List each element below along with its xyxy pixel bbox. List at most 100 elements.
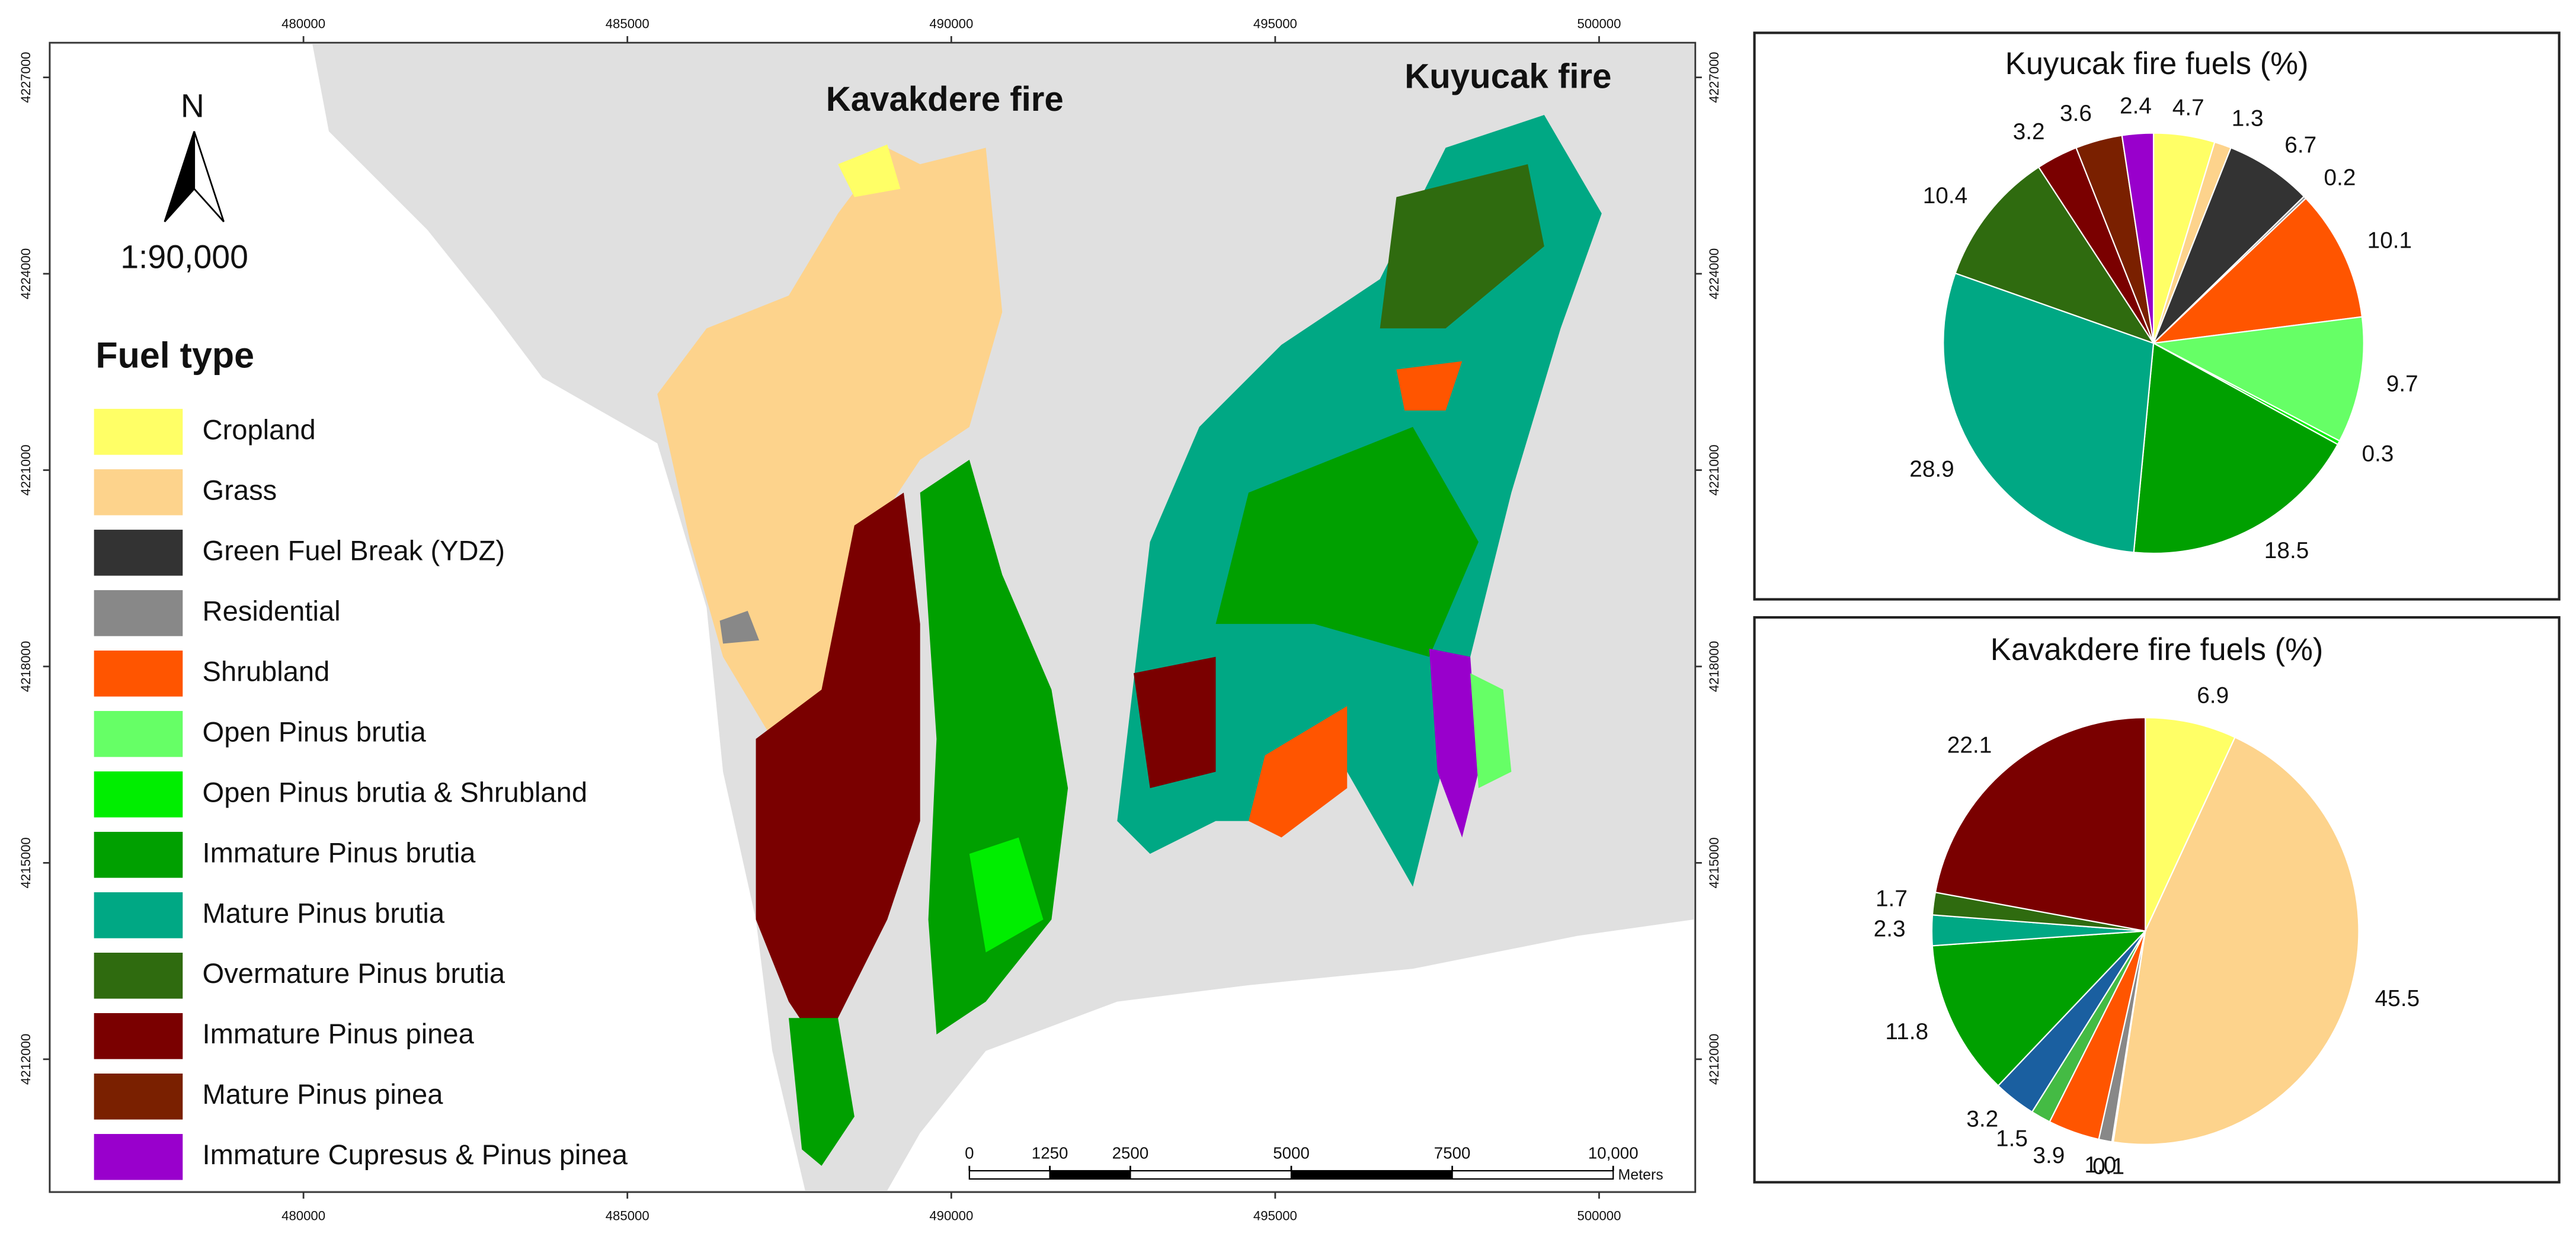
data-label: 1.3 (2232, 106, 2264, 132)
data-label: 6.7 (2284, 132, 2316, 158)
fire-label: Kavakdere fire (826, 80, 1064, 118)
data-label: 11.8 (1885, 1019, 1928, 1045)
pie-slice (2121, 132, 2155, 344)
north-arrow (193, 131, 225, 223)
legend-label: Cropland (203, 414, 316, 445)
legend-swatch (94, 953, 183, 999)
x-tick-label: 500000 (1577, 1209, 1621, 1223)
y-tick-label: 4224000 (18, 248, 33, 299)
y-tick-label: 4221000 (1707, 444, 1721, 495)
legend-label: Mature Pinus pinea (203, 1078, 444, 1110)
chart-title: Kavakdere fire fuels (%) (1991, 632, 2324, 667)
legend-label: Green Fuel Break (YDZ) (203, 534, 505, 566)
scale-segment (1049, 1170, 1131, 1180)
y-tick-label: 4215000 (18, 837, 33, 888)
legend-label: Overmature Pinus brutia (203, 957, 505, 989)
legend-swatch (94, 469, 183, 515)
y-tick-label: 4215000 (1707, 837, 1721, 888)
data-label: 22.1 (1947, 733, 1992, 758)
data-label: 18.5 (2264, 538, 2309, 563)
x-tick-label: 495000 (1253, 16, 1297, 31)
y-tick-label: 4221000 (18, 444, 33, 495)
legend-swatch (94, 590, 183, 636)
data-label: 1.5 (1996, 1126, 2028, 1151)
x-tick-label: 480000 (281, 16, 325, 31)
map-panel: N 1:90,000 Fuel type Kavakdere fire Kuyu… (49, 41, 1697, 1193)
legend-swatch (94, 1073, 183, 1120)
fuel-area (1380, 164, 1544, 329)
scale-unit: Meters (1618, 1167, 1663, 1183)
data-label: 1.0 (2084, 1152, 2116, 1178)
x-tick-label: 500000 (1577, 16, 1621, 31)
data-label: 0.2 (2324, 165, 2356, 191)
scale-label: 5000 (1273, 1144, 1310, 1162)
data-label: 9.7 (2386, 371, 2418, 397)
fuel-area (969, 837, 1044, 953)
fuel-area (1133, 656, 1216, 789)
data-label: 6.9 (2197, 683, 2229, 709)
fuel-area (1429, 648, 1479, 838)
sea (51, 44, 805, 1191)
scale-label: 10,000 (1588, 1144, 1639, 1162)
x-tick-label: 485000 (606, 16, 649, 31)
data-label: 4.7 (2172, 95, 2204, 121)
x-tick-label: 490000 (929, 16, 973, 31)
pie-slice (2151, 316, 2364, 442)
x-tick-label: 495000 (1253, 1209, 1297, 1223)
pie-slice (2133, 342, 2339, 555)
scale-label: 1250 (1032, 1144, 1068, 1162)
north-label: N (181, 88, 204, 124)
y-tick-label: 4227000 (1707, 52, 1721, 102)
data-label: 2.3 (1874, 916, 1906, 941)
legend-label: Open Pinus brutia (203, 716, 427, 747)
pie-slice (2153, 146, 2305, 344)
y-tick-label: 4224000 (1707, 248, 1721, 299)
chart-title: Kuyucak fire fuels (%) (2005, 46, 2309, 81)
data-label: 28.9 (1909, 456, 1954, 482)
pie-slice (2112, 736, 2360, 1145)
data-label: 0.3 (2362, 441, 2394, 466)
chart-frame (1753, 31, 2561, 601)
data-label: 3.6 (2060, 101, 2092, 126)
legend-label: Shrubland (203, 655, 330, 687)
data-label: 0.1 (2092, 1154, 2124, 1180)
data-label: 45.5 (2375, 986, 2420, 1011)
legend-label: Immature Pinus pinea (203, 1018, 475, 1049)
data-label: 2.4 (2120, 94, 2152, 119)
fuel-area (838, 144, 901, 197)
x-tick-label: 490000 (929, 1209, 973, 1223)
y-tick-label: 4212000 (18, 1034, 33, 1085)
scale-segment (1290, 1170, 1453, 1180)
fuel-area (788, 1018, 855, 1166)
legend-swatch (94, 1133, 183, 1180)
legend-swatch (94, 892, 183, 938)
legend-swatch (94, 651, 183, 697)
fuel-area (1248, 706, 1348, 838)
y-tick-label: 4227000 (18, 52, 33, 102)
fuel-area (1470, 673, 1512, 789)
legend-title: Fuel type (95, 335, 254, 375)
legend-label: Grass (203, 474, 277, 505)
legend-swatch (94, 530, 183, 576)
fuel-area (756, 492, 920, 1051)
scale-segment (968, 1170, 1051, 1180)
legend-label: Open Pinus brutia & Shrubland (203, 776, 587, 808)
y-tick-label: 4212000 (1707, 1034, 1721, 1085)
pie-slice (2145, 717, 2236, 931)
legend-swatch (94, 771, 183, 818)
legend-swatch (94, 832, 183, 878)
pie-slice (1931, 930, 2147, 1087)
legend-swatch (94, 1013, 183, 1059)
scale-segment (1451, 1170, 1614, 1180)
scale-label: 0 (965, 1144, 974, 1162)
fuel-area (1396, 361, 1463, 411)
data-label: 1.7 (1876, 886, 1908, 912)
legend-label: Immature Cupresus & Pinus pinea (203, 1139, 628, 1170)
scale-segment (1129, 1170, 1292, 1180)
legend-label: Residential (203, 595, 341, 626)
legend-swatch (94, 409, 183, 455)
data-label: 3.2 (1966, 1106, 1998, 1132)
fire-label: Kuyucak fire (1404, 57, 1611, 95)
scale-ratio: 1:90,000 (120, 239, 248, 275)
